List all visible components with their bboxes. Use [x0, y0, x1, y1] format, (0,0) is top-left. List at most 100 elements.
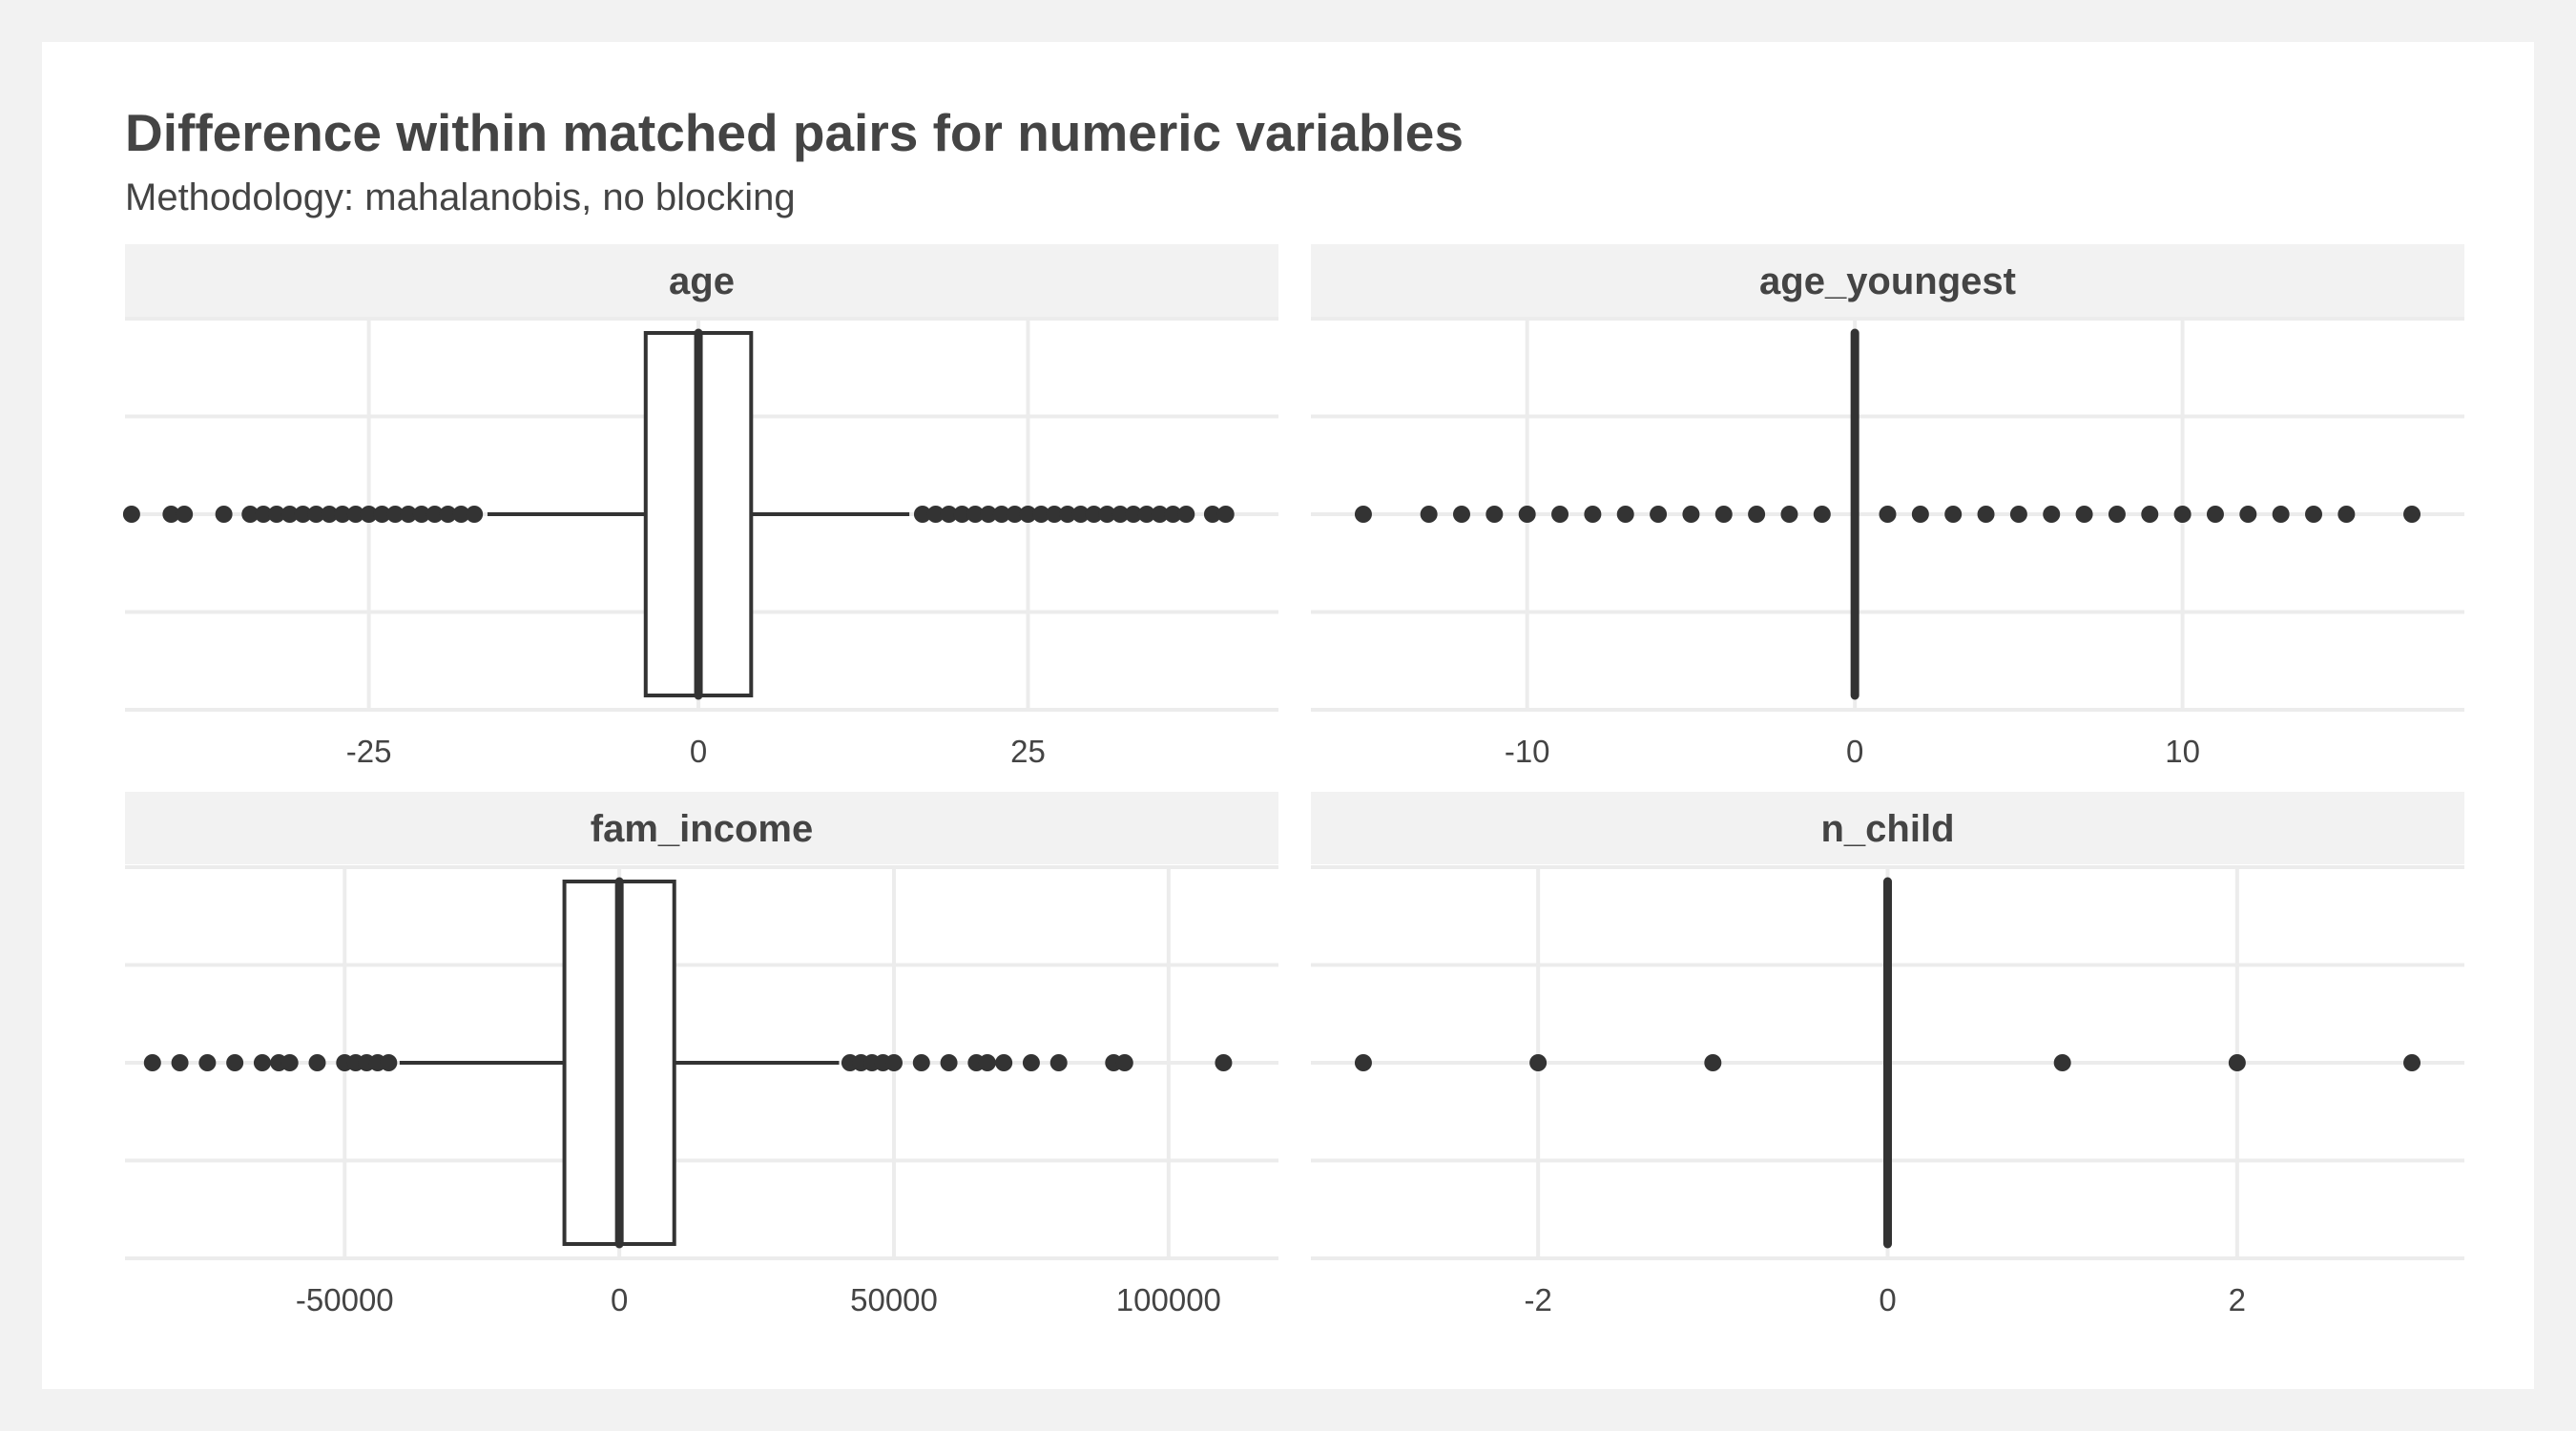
outlier-point: [2403, 1054, 2421, 1071]
outlier-point: [1019, 506, 1037, 523]
outlier-point: [992, 506, 1010, 523]
outlier-point: [1682, 506, 1700, 523]
x-tick-label: -10: [1505, 734, 1550, 769]
x-tick-label: -25: [346, 734, 392, 769]
outlier-point: [215, 506, 233, 523]
panel-age: age -25 0 25: [122, 244, 1278, 769]
outlier-point: [953, 506, 971, 523]
outlier-point: [1046, 506, 1064, 523]
facet-strip: [1311, 244, 2464, 317]
outlier-point: [926, 506, 945, 523]
outlier-point: [1944, 506, 1963, 523]
outlier-point: [2206, 506, 2224, 523]
outlier-point: [122, 506, 140, 523]
outlier-point: [1115, 1054, 1133, 1071]
outlier-point: [346, 506, 364, 523]
panel-fam-income: fam_income -50000 0 50000 100000: [125, 792, 1278, 1317]
chart-subtitle: Methodology: mahalanobis, no blocking: [125, 176, 796, 218]
outlier-point: [176, 506, 194, 523]
outlier-point: [1125, 506, 1143, 523]
outlier-point: [253, 1054, 271, 1071]
outlier-point: [1049, 1054, 1068, 1071]
outlier-point: [2272, 506, 2290, 523]
outlier-point: [2337, 506, 2356, 523]
chart-card: Difference within matched pairs for nume…: [42, 42, 2534, 1389]
outlier-point: [1177, 506, 1195, 523]
facet-strip-label: n_child: [1820, 808, 1954, 850]
outlier-point: [1584, 506, 1602, 523]
panel-n-child: n_child -2 0 2: [1311, 792, 2464, 1317]
outlier-point: [1164, 506, 1182, 523]
outlier-point: [1420, 506, 1438, 523]
outlier-point: [1215, 1054, 1233, 1071]
outlier-point: [2075, 506, 2093, 523]
outlier-point: [1780, 506, 1798, 523]
outlier-point: [2141, 506, 2159, 523]
outlier-point: [307, 506, 325, 523]
facet-strip-label: age_youngest: [1759, 260, 2016, 302]
outlier-point: [280, 1054, 299, 1071]
outlier-point: [1085, 506, 1103, 523]
x-tick-label: -50000: [296, 1282, 394, 1317]
outlier-point: [255, 506, 273, 523]
facet-strip: [125, 244, 1278, 317]
outlier-point: [2305, 506, 2323, 523]
outlier-point: [321, 506, 339, 523]
outlier-point: [2239, 506, 2257, 523]
facet-strip: [1311, 792, 2464, 864]
outlier-point: [885, 1054, 903, 1071]
outlier-point: [2043, 506, 2061, 523]
outlier-point: [995, 1054, 1013, 1071]
faceted-boxplot-chart: Difference within matched pairs for nume…: [122, 103, 2464, 1317]
x-tick-label: 0: [690, 734, 707, 769]
outlier-point: [1022, 1054, 1040, 1071]
outlier-point: [1058, 506, 1076, 523]
outlier-point: [412, 506, 430, 523]
outlier-point: [1071, 506, 1090, 523]
outlier-point: [1151, 506, 1169, 523]
outlier-point: [400, 506, 418, 523]
x-tick-label: 25: [1010, 734, 1046, 769]
outlier-point: [1485, 506, 1504, 523]
outlier-point: [426, 506, 444, 523]
outlier-point: [280, 506, 299, 523]
outlier-point: [373, 506, 391, 523]
outlier-point: [1616, 506, 1634, 523]
facet-panels: age -25 0 25 age_youngest -10 0 10 fam_income -50…: [122, 244, 2464, 1317]
x-tick-label: 0: [1846, 734, 1863, 769]
outlier-point: [1529, 1054, 1548, 1071]
outlier-point: [1354, 1054, 1372, 1071]
outlier-point: [2403, 506, 2421, 523]
outlier-point: [1452, 506, 1470, 523]
outlier-point: [2108, 506, 2126, 523]
outlier-point: [1879, 506, 1897, 523]
outlier-point: [1551, 506, 1569, 523]
outlier-point: [308, 1054, 326, 1071]
outlier-point: [2053, 1054, 2071, 1071]
outlier-point: [940, 1054, 958, 1071]
facet-strip-label: fam_income: [591, 808, 813, 850]
outlier-point: [380, 1054, 398, 1071]
outlier-point: [294, 506, 312, 523]
outlier-point: [360, 506, 378, 523]
outlier-point: [1714, 506, 1733, 523]
outlier-point: [978, 1054, 996, 1071]
outlier-point: [333, 506, 351, 523]
outlier-point: [966, 506, 985, 523]
outlier-point: [241, 506, 260, 523]
outlier-point: [1518, 506, 1536, 523]
x-tick-label: 0: [1879, 1282, 1896, 1317]
panel-age-youngest: age_youngest -10 0 10: [1311, 244, 2464, 769]
outlier-point: [912, 1054, 930, 1071]
outlier-point: [1354, 506, 1372, 523]
x-tick-label: 10: [2165, 734, 2200, 769]
facet-strip-label: age: [669, 260, 735, 302]
x-tick-label: 2: [2229, 1282, 2246, 1317]
outlier-point: [1977, 506, 1995, 523]
outlier-point: [940, 506, 958, 523]
x-tick-label: 50000: [850, 1282, 938, 1317]
outlier-point: [1911, 506, 1929, 523]
outlier-point: [1813, 506, 1831, 523]
outlier-point: [1748, 506, 1766, 523]
facet-strip: [125, 792, 1278, 864]
